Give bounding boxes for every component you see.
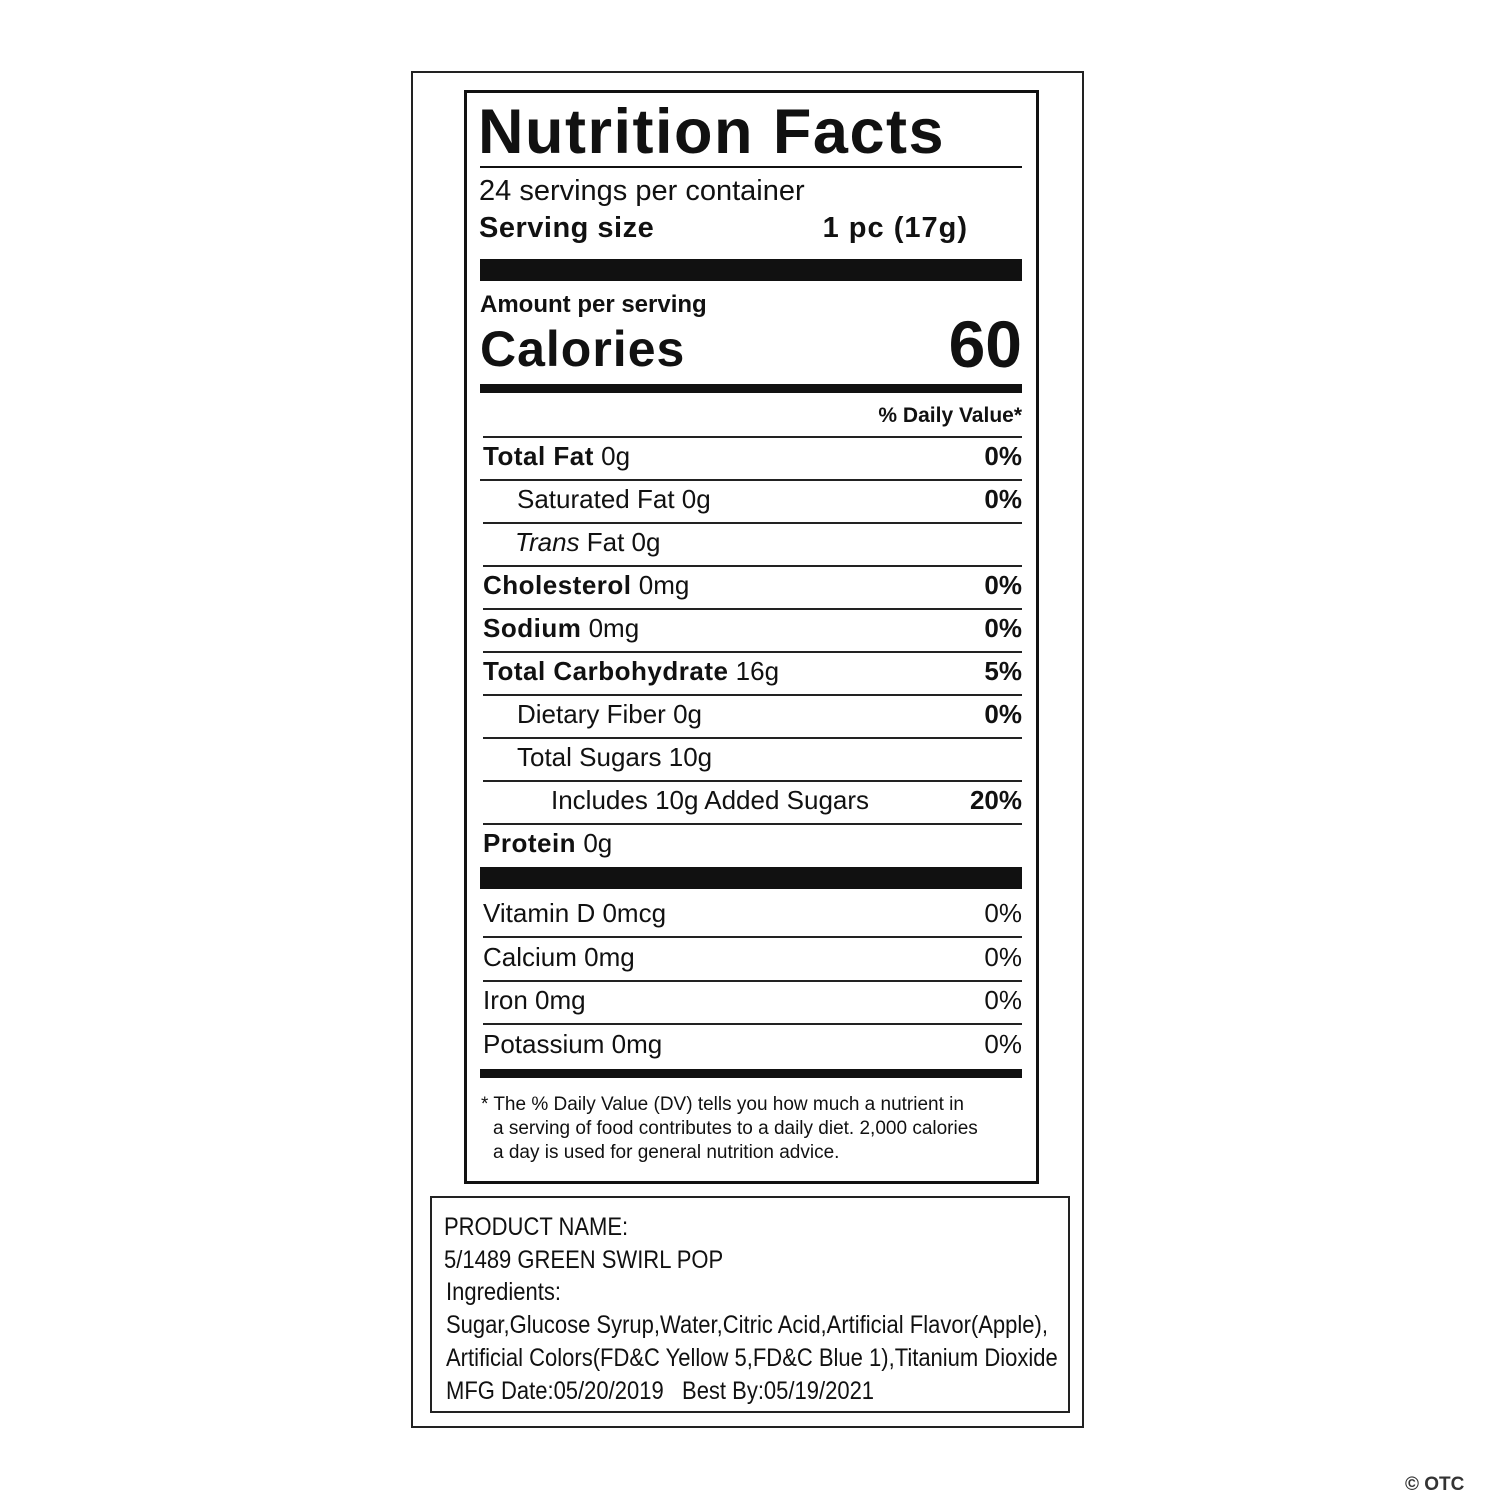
product-info-box xyxy=(430,1196,1070,1413)
vitamin-daily-value: 0% xyxy=(984,985,1022,1015)
divider xyxy=(483,823,1022,825)
calories-value: 60 xyxy=(948,307,1022,381)
divider xyxy=(483,1023,1022,1025)
vitamin-daily-value: 0% xyxy=(984,898,1022,928)
nutrient-name: Total Fat xyxy=(483,441,594,471)
nutrient-label: Cholesterol 0mg xyxy=(483,570,689,601)
nutrition-title: Nutrition Facts xyxy=(478,97,946,167)
nutrient-name: Protein xyxy=(483,828,577,858)
nutrient-amount: 0g xyxy=(601,441,631,471)
nutrient-row: Sodium 0mg 0% xyxy=(483,609,1022,652)
medium-divider xyxy=(480,384,1022,393)
vitamin-daily-value: 0% xyxy=(984,1028,1022,1059)
nutrient-daily-value: 0% xyxy=(984,441,1022,471)
ingredients-line: Sugar,Glucose Syrup,Water,Citric Acid,Ar… xyxy=(446,1311,1048,1339)
vitamin-row: Vitamin D 0mcg 0% xyxy=(483,894,1022,937)
divider xyxy=(483,780,1022,782)
nutrient-name: Cholesterol xyxy=(483,570,632,600)
otc-watermark: © OTC xyxy=(1405,1474,1465,1495)
nutrient-name: Includes 10g Added Sugars xyxy=(551,785,870,815)
label-outer-border xyxy=(411,71,1084,1428)
nutrient-label: Total Carbohydrate 16g xyxy=(483,656,779,687)
nutrient-label: Dietary Fiber 0g xyxy=(517,699,702,730)
divider xyxy=(483,565,1022,567)
calories-label: Calories xyxy=(480,321,686,377)
nutrient-row: Total Carbohydrate 16g 5% xyxy=(483,652,1022,695)
divider xyxy=(483,936,1022,938)
nutrient-row: Includes 10g Added Sugars 20% xyxy=(483,781,1022,824)
dates: MFG Date:05/20/2019 Best By:05/19/2021 xyxy=(446,1377,875,1405)
nutrient-label: Saturated Fat 0g xyxy=(517,484,711,515)
nutrient-row: Dietary Fiber 0g 0% xyxy=(483,695,1022,738)
footnote-line: a day is used for general nutrition advi… xyxy=(493,1142,840,1163)
vitamin-name: Iron 0mg xyxy=(483,985,586,1015)
nutrient-amount: 10g xyxy=(668,742,713,772)
ingredients-label: Ingredients: xyxy=(446,1278,561,1306)
thick-divider xyxy=(480,259,1022,281)
nutrient-row: Total Fat 0g 0% xyxy=(483,437,1022,480)
nutrient-daily-value: 0% xyxy=(984,484,1022,514)
footnote-line: a serving of food contributes to a daily… xyxy=(493,1118,978,1139)
divider xyxy=(483,436,1022,438)
nutrient-amount: 0g xyxy=(673,699,702,729)
divider xyxy=(480,166,1022,168)
nutrient-label: Sodium 0mg xyxy=(483,613,639,644)
nutrient-row: Cholesterol 0mg 0% xyxy=(483,566,1022,609)
vitamin-daily-value: 0% xyxy=(984,941,1022,972)
divider xyxy=(483,651,1022,653)
servings-per-container: 24 servings per container xyxy=(479,175,805,207)
medium-divider xyxy=(480,1069,1022,1078)
nutrient-amount: Fat 0g xyxy=(586,527,661,557)
nutrient-row: Protein 0g xyxy=(483,824,1022,867)
product-name-label: PRODUCT NAME: xyxy=(444,1213,629,1241)
serving-size-label: Serving size xyxy=(479,212,655,244)
nutrition-facts-panel xyxy=(464,90,1039,1184)
divider xyxy=(483,522,1022,524)
vitamin-name: Vitamin D 0mcg xyxy=(483,898,667,928)
nutrient-daily-value: 0% xyxy=(984,699,1022,729)
nutrient-name: Total Carbohydrate xyxy=(483,656,729,686)
nutrient-name: Trans xyxy=(515,527,580,557)
vitamin-name: Potassium 0mg xyxy=(483,1028,663,1059)
nutrient-label: Trans Fat 0g xyxy=(515,527,660,558)
nutrient-row: Saturated Fat 0g 0% xyxy=(483,480,1022,523)
nutrient-label: Protein 0g xyxy=(483,828,612,859)
divider xyxy=(483,608,1022,610)
thick-divider xyxy=(480,867,1022,889)
serving-size-value: 1 pc (17g) xyxy=(822,212,968,244)
divider xyxy=(483,737,1022,739)
amount-per-serving: Amount per serving xyxy=(480,291,707,318)
nutrient-name: Saturated Fat xyxy=(517,484,675,514)
footnote-line: * The % Daily Value (DV) tells you how m… xyxy=(481,1094,964,1115)
vitamin-row: Potassium 0mg 0% xyxy=(483,1025,1022,1068)
nutrient-label: Includes 10g Added Sugars xyxy=(551,785,869,816)
nutrient-daily-value: 5% xyxy=(984,656,1022,686)
product-name: 5/1489 GREEN SWIRL POP xyxy=(444,1246,724,1274)
daily-value-header: % Daily Value* xyxy=(878,404,1022,427)
nutrient-label: Total Sugars 10g xyxy=(517,742,712,773)
nutrient-daily-value: 20% xyxy=(969,785,1022,815)
nutrient-daily-value: 0% xyxy=(984,570,1022,600)
nutrient-amount: 0g xyxy=(681,484,711,514)
nutrient-name: Dietary Fiber xyxy=(517,699,666,729)
vitamin-row: Iron 0mg 0% xyxy=(483,981,1022,1024)
divider xyxy=(480,479,1022,481)
nutrient-label: Total Fat 0g xyxy=(483,441,630,472)
vitamin-name: Calcium 0mg xyxy=(483,941,635,972)
nutrient-name: Total Sugars xyxy=(517,742,662,772)
divider xyxy=(483,979,1022,982)
vitamin-row: Calcium 0mg 0% xyxy=(483,938,1022,981)
nutrient-amount: 0mg xyxy=(638,570,690,600)
nutrient-amount: 0g xyxy=(583,828,613,858)
nutrient-daily-value: 0% xyxy=(984,613,1022,643)
nutrient-amount: 16g xyxy=(735,656,780,686)
nutrient-name: Sodium xyxy=(483,613,582,643)
divider xyxy=(483,694,1022,696)
nutrient-amount: 0mg xyxy=(588,613,640,643)
nutrient-row: Total Sugars 10g xyxy=(483,738,1022,781)
nutrient-row: Trans Fat 0g xyxy=(483,523,1022,566)
ingredients-line: Artificial Colors(FD&C Yellow 5,FD&C Blu… xyxy=(446,1344,1058,1372)
